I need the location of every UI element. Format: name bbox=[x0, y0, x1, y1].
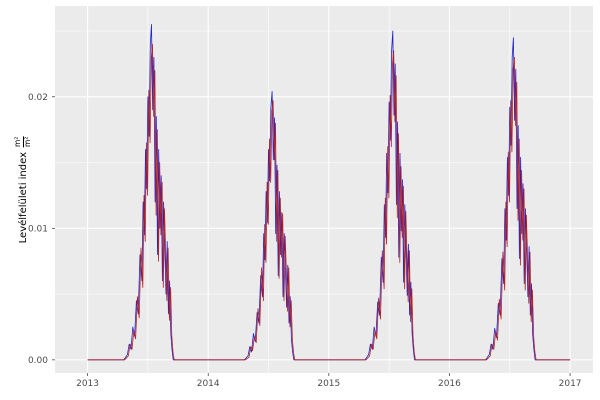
y-axis-title-fraction: m² m² bbox=[13, 136, 33, 147]
y-axis-title: Levélfelületi index m² m² bbox=[13, 136, 33, 244]
y-tick-label: 0.00 bbox=[28, 356, 48, 366]
x-tick-label: 2015 bbox=[317, 379, 340, 389]
x-tick-label: 2016 bbox=[438, 379, 461, 389]
x-tick-label: 2013 bbox=[76, 379, 99, 389]
series-darkred-line bbox=[87, 43, 571, 361]
y-axis-title-text: Levélfelületi index bbox=[17, 151, 29, 244]
fraction-numerator: m² bbox=[13, 136, 22, 147]
fraction-denominator: m² bbox=[22, 136, 33, 147]
x-tick-label: 2014 bbox=[197, 379, 220, 389]
series-lines bbox=[87, 23, 571, 361]
y-tick-label: 0.02 bbox=[28, 93, 48, 103]
axis-tick-marks bbox=[52, 96, 571, 376]
major-gridlines bbox=[55, 6, 593, 373]
x-tick-label: 2017 bbox=[559, 379, 582, 389]
y-tick-label: 0.01 bbox=[28, 224, 48, 234]
